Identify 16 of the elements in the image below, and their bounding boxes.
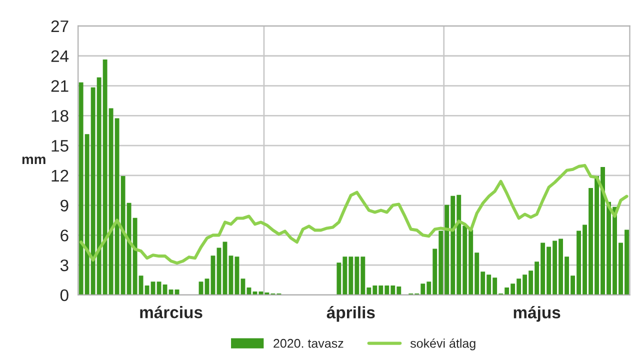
y-tick-label: 21: [51, 80, 68, 92]
x-tick-label: május: [514, 306, 560, 322]
y-axis-title: mm: [22, 156, 46, 164]
x-tick-label: április: [326, 306, 375, 322]
legend-label: sokévi átlag: [410, 338, 476, 350]
y-tick-label: 0: [60, 289, 68, 302]
x-tick-label: március: [140, 306, 202, 318]
y-tick-label: 24: [51, 50, 69, 62]
y-tick-label: 6: [60, 230, 68, 242]
y-tick-label: 27: [51, 20, 68, 32]
y-tick-label: 15: [52, 140, 68, 152]
y-tick-label: 18: [52, 110, 68, 122]
y-tick-label: 3: [60, 259, 68, 272]
y-tick-label: 9: [60, 200, 68, 212]
legend-label: 2020. tavasz: [274, 338, 344, 348]
y-tick-label: 12: [52, 170, 68, 182]
